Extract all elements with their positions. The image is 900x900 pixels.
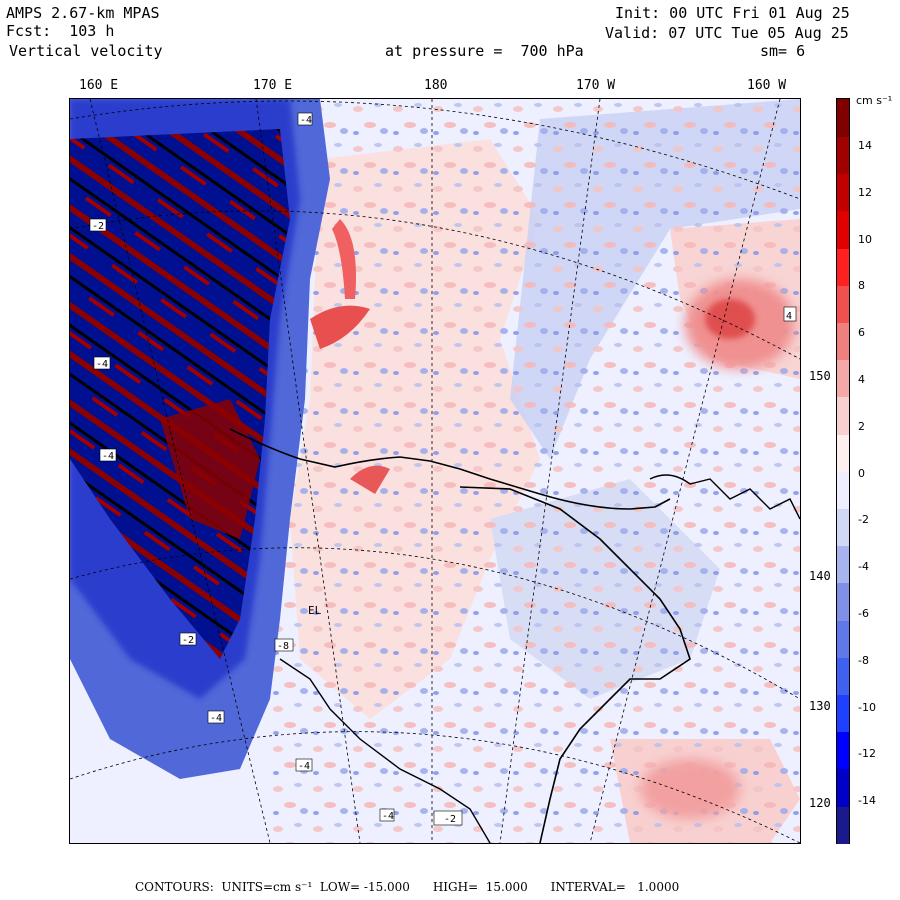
colorbar-segment [837,731,849,770]
valid-time: Valid: 07 UTC Tue 05 Aug 25 [605,24,849,42]
station-label: EL [308,604,322,617]
lon-label-170w: 170 W [576,78,616,93]
colorbar-tick-label: 12 [858,185,872,199]
updraft-filament-3 [350,465,390,494]
colorbar-tick-label: -2 [858,513,869,527]
contour-labels: -4 -2 4 -4 -4 -2 -4 -4 -8 -4 -2 [89,112,797,826]
contour-label: -4 [300,115,312,126]
colorbar-tick-label: -6 [858,607,869,620]
colorbar-tick-label: 6 [858,326,865,340]
contour-label: -4 [210,713,222,724]
colorbar-segment [837,359,849,398]
colorbar-segment [837,657,849,695]
colorbar-segment [837,99,849,137]
lon-label-170e: 170 E [253,78,293,93]
contour-label: -2 [182,635,194,646]
colorbar-segment [837,619,849,658]
colorbar-segment [837,471,849,509]
updraft-core [160,399,260,539]
contour-info: CONTOURS: UNITS=cm s⁻¹ LOW= -15.000 HIGH… [135,880,680,894]
colorbar-segment [837,433,849,472]
colorbar-segment [837,582,849,621]
colorbar-tick-label: -14 [858,794,876,808]
colorbar-tick-label: 2 [858,419,865,433]
colorbar [836,98,850,844]
smoothing: sm= 6 [760,42,806,60]
colorbar-tick-label: 10 [858,232,872,246]
colorbar-segment [837,694,849,733]
graticule [70,99,800,843]
field-name: Vertical velocity [9,42,163,60]
colorbar-segment [837,545,849,584]
colorbar-tick-label: 14 [858,139,872,152]
colorbar-segment [837,508,849,547]
colorbar-segment [837,805,849,844]
colorbar-tick-label: -8 [858,653,869,667]
vertical-velocity-field: -4 -2 4 -4 -4 -2 -4 -4 -8 -4 -2 EL [70,99,800,843]
updraft-cell-southeast [640,759,740,819]
contour-label: -2 [444,814,456,825]
coastline-ross-sea [229,428,671,510]
colorbar-tick-label: 4 [858,373,865,386]
colorbar-segment [837,210,849,249]
lon-label-160w: 160 W [747,78,787,93]
colorbar-tick-label: 8 [858,279,865,293]
colorbar-tick-label: -12 [858,747,876,761]
colorbar-tick-label: -4 [858,560,869,574]
colorbar-segment [837,136,849,175]
lon-label-180: 180 [424,78,448,93]
contour-label: -4 [102,451,114,462]
contour-label: -2 [92,221,104,232]
pressure-level: at pressure = 700 hPa [385,42,584,60]
colorbar-segment [837,768,849,807]
lon-label-160e: 160 E [79,78,119,93]
map-panel: -4 -2 4 -4 -4 -2 -4 -4 -8 -4 -2 EL [69,98,801,844]
forecast-hour: Fcst: 103 h [6,22,115,40]
field-speckle [270,99,800,843]
coastline-east-islands [649,474,800,520]
contour-label: -4 [382,811,394,822]
colorbar-segment [837,173,849,212]
model-title: AMPS 2.67-km MPAS [6,4,160,22]
contour-label: 4 [786,311,792,322]
updraft-filament-2 [332,219,356,299]
colorbar-segment [837,322,849,361]
updraft-cell-east-core [705,299,755,339]
colorbar-segment [837,285,849,323]
contour-label: -8 [277,641,289,652]
updraft-filament-1 [310,305,370,349]
coastline-south [279,658,491,843]
contour-label: -4 [298,761,310,772]
colorbar-unit: cm s⁻¹ [856,94,893,107]
colorbar-tick-label: -10 [858,700,876,714]
contour-label: -4 [96,359,108,370]
coastline-ice-shelf [459,486,691,843]
init-time: Init: 00 UTC Fri 01 Aug 25 [615,4,850,22]
colorbar-tick-label: 0 [858,466,865,480]
colorbar-segment [837,247,849,286]
colorbar-segment [837,396,849,435]
